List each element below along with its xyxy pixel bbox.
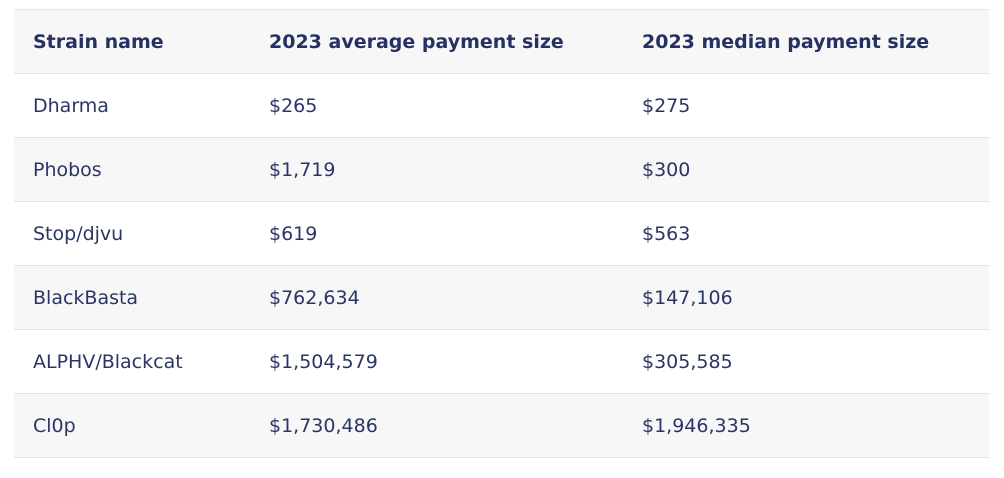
- table-row: Dharma $265 $275: [14, 73, 989, 138]
- header-average-payment: 2023 average payment size: [250, 9, 623, 74]
- table-row: BlackBasta $762,634 $147,106: [14, 265, 989, 330]
- cell-strain-name: BlackBasta: [14, 265, 250, 330]
- cell-average-payment: $1,504,579: [250, 329, 623, 394]
- table-row: Cl0p $1,730,486 $1,946,335: [14, 393, 989, 458]
- cell-average-payment: $1,730,486: [250, 393, 623, 458]
- cell-average-payment: $1,719: [250, 137, 623, 202]
- table-row: ALPHV/Blackcat $1,504,579 $305,585: [14, 329, 989, 394]
- cell-median-payment: $563: [623, 201, 989, 266]
- cell-strain-name: Stop/djvu: [14, 201, 250, 266]
- cell-median-payment: $1,946,335: [623, 393, 989, 458]
- payment-size-table: Strain name 2023 average payment size 20…: [14, 9, 989, 458]
- cell-strain-name: Phobos: [14, 137, 250, 202]
- table-row: Phobos $1,719 $300: [14, 137, 989, 202]
- cell-median-payment: $275: [623, 73, 989, 138]
- cell-average-payment: $762,634: [250, 265, 623, 330]
- header-strain-name: Strain name: [14, 9, 250, 74]
- table-header-row: Strain name 2023 average payment size 20…: [14, 9, 989, 74]
- cell-median-payment: $305,585: [623, 329, 989, 394]
- cell-strain-name: ALPHV/Blackcat: [14, 329, 250, 394]
- cell-strain-name: Cl0p: [14, 393, 250, 458]
- cell-average-payment: $265: [250, 73, 623, 138]
- table-row: Stop/djvu $619 $563: [14, 201, 989, 266]
- header-median-payment: 2023 median payment size: [623, 9, 989, 74]
- cell-average-payment: $619: [250, 201, 623, 266]
- payment-size-table-container: Strain name 2023 average payment size 20…: [14, 9, 989, 458]
- cell-median-payment: $147,106: [623, 265, 989, 330]
- cell-strain-name: Dharma: [14, 73, 250, 138]
- cell-median-payment: $300: [623, 137, 989, 202]
